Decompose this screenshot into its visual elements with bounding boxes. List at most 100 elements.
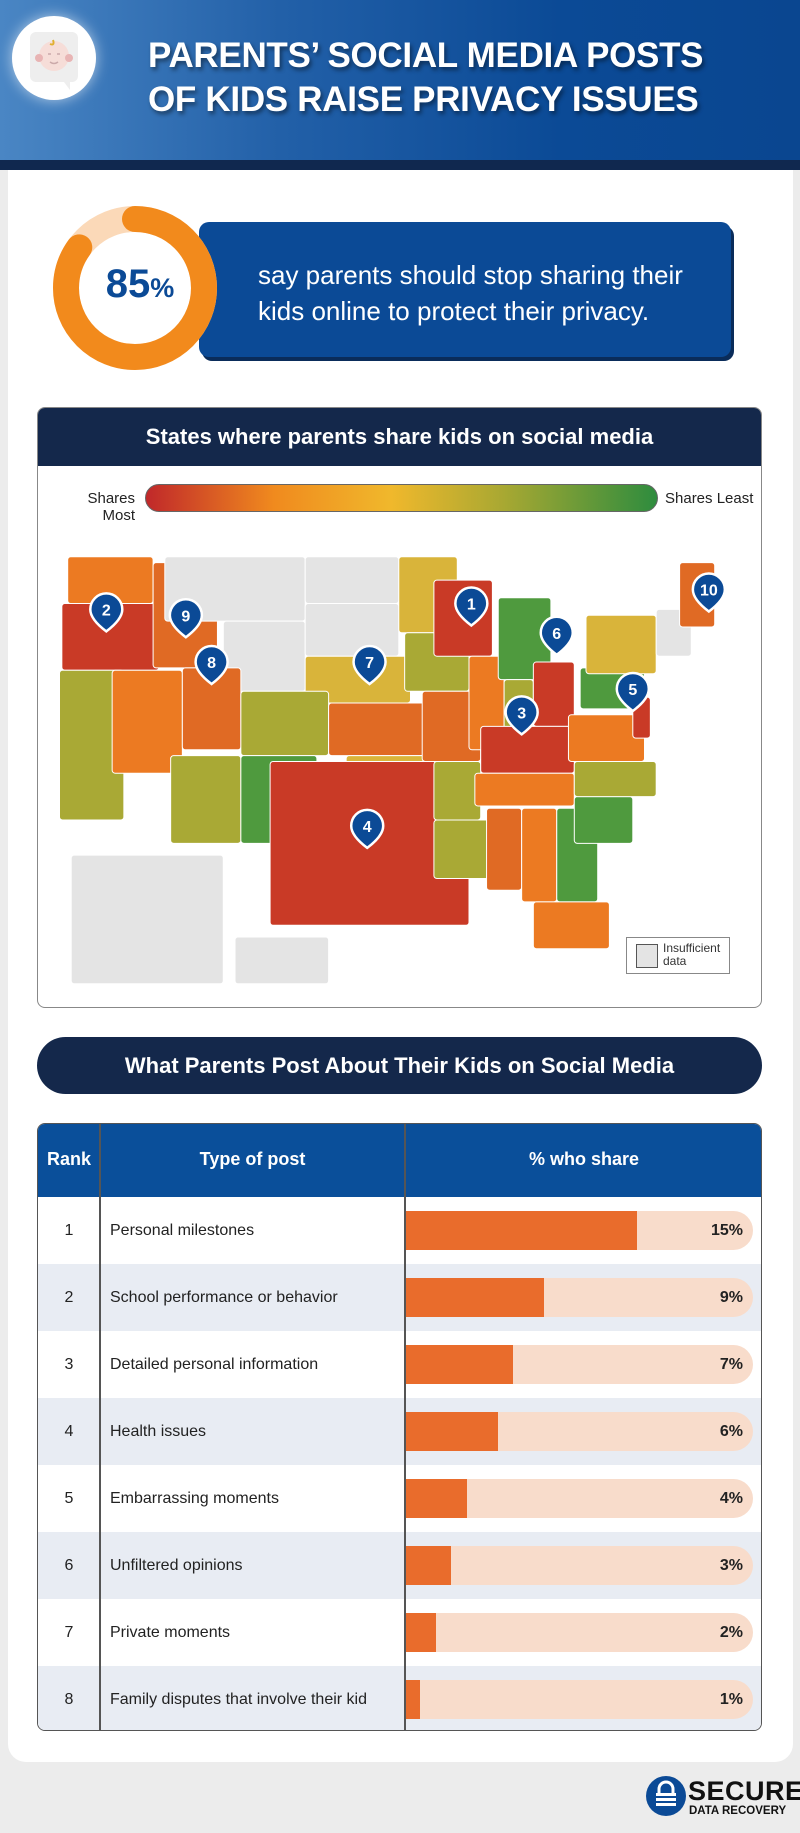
state-region: [304, 556, 400, 605]
map-title: States where parents share kids on socia…: [38, 408, 761, 466]
bar-value-label: 2%: [719, 1624, 743, 1641]
state-region: [70, 854, 224, 985]
stat-text: say parents should stop sharing their ki…: [258, 260, 683, 326]
baby-face-chat-bubble-icon: [12, 16, 96, 100]
bar-fill: [405, 1680, 421, 1719]
header-banner: [0, 0, 800, 160]
pin-marker-icon: [691, 572, 727, 614]
state-region: [328, 702, 429, 757]
pin-label: 8: [207, 655, 216, 672]
state-region: [480, 725, 575, 774]
state-region: [240, 690, 330, 757]
posts-table: Rank Type of post % who share 1 Personal…: [37, 1123, 762, 1731]
pin-marker-icon: [194, 644, 229, 686]
state-region: [170, 755, 242, 844]
rank-cell: 4: [64, 1423, 74, 1440]
bar-fill: [405, 1479, 467, 1518]
type-cell: Family disputes that involve their kid: [110, 1691, 367, 1708]
bar-track: 1%: [405, 1680, 753, 1719]
header-divider: [0, 160, 800, 170]
pin-marker-icon: [168, 598, 204, 639]
pin-label: 4: [363, 819, 372, 836]
type-cell: School performance or behavior: [110, 1289, 338, 1306]
table-row: 2 School performance or behavior 9%: [38, 1264, 761, 1331]
map-pin: 9: [168, 598, 204, 639]
table-row: 4 Health issues 6%: [38, 1398, 761, 1465]
rank-cell: 5: [64, 1490, 74, 1507]
map-pin: 7: [352, 644, 387, 686]
bar-track: 6%: [405, 1412, 753, 1451]
pin-label: 1: [467, 597, 476, 614]
pin-marker-icon: [352, 644, 387, 686]
pin-label: 9: [181, 608, 190, 625]
us-map: 1 2 3 4 5 6 7 8 9 10: [59, 556, 727, 985]
logo-subtext: DATA RECOVERY: [689, 1805, 787, 1817]
state-region: [521, 807, 558, 903]
column-divider: [404, 1124, 406, 1730]
title-line-1: PARENTS’ SOCIAL MEDIA POSTS: [148, 36, 704, 75]
pin-label: 6: [552, 626, 561, 643]
type-cell: Private moments: [110, 1624, 231, 1641]
map-pin: 2: [89, 592, 124, 633]
rank-cell: 7: [64, 1624, 74, 1641]
map-pin: 1: [454, 586, 489, 628]
map-pin: 4: [349, 808, 385, 850]
state-region: [573, 761, 657, 798]
ring-progress: [53, 206, 217, 370]
table-header: Rank Type of post % who share: [38, 1124, 761, 1197]
title-line-2: OF KIDS RAISE PRIVACY ISSUES: [148, 80, 699, 119]
lock-logo-icon: [646, 1776, 686, 1816]
pin-label: 3: [517, 705, 526, 722]
color-scale-legend: [145, 484, 658, 512]
legend-left-label: Shares Most: [87, 490, 135, 524]
pin-marker-icon: [349, 808, 385, 850]
state-region: [573, 796, 634, 844]
pin-marker-icon: [539, 615, 575, 657]
state-region: [474, 772, 575, 807]
bar-value-label: 7%: [719, 1356, 743, 1373]
column-divider: [99, 1124, 101, 1730]
pin-marker-icon: [89, 592, 124, 633]
map-pin: 8: [194, 644, 229, 686]
table-row: 6 Unfiltered opinions 3%: [38, 1532, 761, 1599]
state-region: [433, 761, 482, 821]
bar-value-label: 4%: [719, 1490, 743, 1507]
map-pin: 6: [539, 615, 575, 657]
bar-fill: [405, 1278, 545, 1317]
insufficient-label: Insufficient data: [663, 941, 721, 968]
state-region: [304, 603, 400, 657]
table-row: 8 Family disputes that involve their kid…: [38, 1666, 761, 1730]
pin-marker-icon: [454, 586, 489, 628]
type-cell: Personal milestones: [110, 1222, 255, 1239]
bar-fill: [405, 1546, 452, 1585]
page-title: PARENTS’ SOCIAL MEDIA POSTS OF KIDS RAIS…: [148, 34, 704, 122]
state-region: [234, 936, 330, 985]
bar-track: 7%: [405, 1345, 753, 1384]
state-region: [532, 901, 610, 950]
rank-cell: 2: [64, 1289, 74, 1306]
state-region: [433, 819, 493, 879]
bar-fill: [405, 1211, 637, 1250]
insufficient-data-legend: Insufficient data: [626, 937, 730, 974]
stat-value: 85%: [85, 262, 195, 307]
bar-value-label: 6%: [719, 1423, 743, 1440]
bar-value-label: 1%: [719, 1691, 743, 1708]
section-title: What Parents Post About Their Kids on So…: [37, 1037, 762, 1094]
legend-right-label: Shares Least: [665, 490, 754, 507]
type-cell: Unfiltered opinions: [110, 1557, 243, 1574]
header-rank: Rank: [46, 1149, 91, 1169]
rank-cell: 3: [64, 1356, 74, 1373]
pin-label: 10: [700, 583, 718, 600]
stat-box: [199, 222, 731, 357]
stat-ring: [53, 206, 217, 370]
type-cell: Detailed personal information: [110, 1356, 319, 1373]
bar-track: 4%: [405, 1479, 753, 1518]
header-type: Type of post: [199, 1149, 306, 1169]
table-row: 1 Personal milestones 15%: [38, 1197, 761, 1264]
rank-cell: 1: [64, 1222, 74, 1239]
rank-cell: 8: [64, 1691, 74, 1708]
type-cell: Health issues: [110, 1423, 207, 1440]
table-row: 5 Embarrassing moments 4%: [38, 1465, 761, 1532]
pin-marker-icon: [615, 671, 651, 713]
pin-marker-icon: [504, 695, 539, 736]
